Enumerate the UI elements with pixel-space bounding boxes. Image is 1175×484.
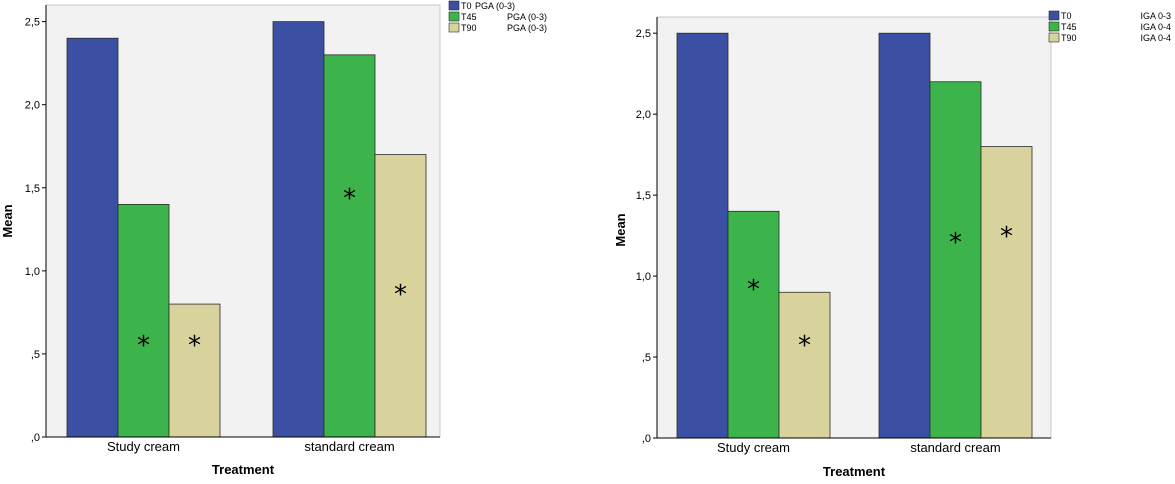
legend-left: T0 PGA (0-3)T45 PGA (0-3)T90 PGA (0-3): [448, 0, 547, 33]
legend-label-t45: T45: [1061, 22, 1077, 32]
significance-marker: *: [949, 228, 962, 258]
bar-t45-standard-cream: [323, 54, 376, 438]
x-category-label: Study cream: [107, 439, 180, 454]
bar-t0-standard-cream: [272, 21, 325, 438]
legend-suffix-t90: PGA (0-3): [507, 23, 547, 33]
y-tick-label: ,0: [642, 433, 651, 445]
x-axis-title-right: Treatment: [823, 464, 886, 479]
legend-label-t0: T0: [1061, 11, 1072, 21]
significance-marker: *: [747, 275, 760, 305]
significance-marker: *: [137, 331, 150, 361]
legend-swatch-t45: [448, 11, 460, 22]
legend-suffix-t0: PGA (0-3): [475, 1, 515, 11]
x-category-label: standard cream: [304, 439, 394, 454]
significance-marker: *: [343, 184, 356, 214]
legend-swatch-t0: [448, 0, 460, 11]
significance-marker: *: [394, 280, 407, 310]
legend-right: T0 IGA 0-3 T45 IGA 0-4 T90 IGA 0-4: [1048, 10, 1171, 43]
bar-t45-study-cream: [117, 203, 170, 438]
bar-t0-study-cream: [676, 32, 729, 439]
y-tick-label: ,5: [31, 349, 40, 361]
legend-swatch-t90: [1048, 32, 1060, 43]
y-tick-label: 1,0: [636, 271, 651, 283]
y-axis-title-right: Mean: [613, 213, 628, 246]
y-tick-label: 2,0: [25, 100, 40, 112]
legend-label-t0: T0: [461, 1, 472, 11]
bar-t90-standard-cream: [980, 146, 1033, 439]
legend-label-t45: T45: [461, 12, 477, 22]
y-tick-label: 2,5: [25, 17, 40, 29]
y-tick-label: ,5: [642, 352, 651, 364]
y-tick-label: 2,0: [636, 109, 651, 121]
significance-marker: *: [798, 331, 811, 361]
chart-right: * * * * ,0 ,5 1,0 1,5 2,0 2,5 Study cream standar…: [613, 10, 1171, 479]
y-tick-label: 2,5: [636, 28, 651, 40]
legend-swatch-t90: [448, 22, 460, 33]
legend-suffix-t45: PGA (0-3): [507, 12, 547, 22]
legend-suffix-t0: IGA 0-3: [1140, 11, 1171, 21]
y-tick-label: 1,5: [25, 183, 40, 195]
x-category-label: Study cream: [717, 440, 790, 455]
bar-t90-standard-cream: [374, 154, 427, 438]
y-tick-label: ,0: [31, 432, 40, 444]
legend-suffix-t45: IGA 0-4: [1140, 22, 1171, 32]
legend-swatch-t0: [1048, 10, 1060, 21]
bar-t90-study-cream: [168, 303, 221, 438]
bar-t45-study-cream: [727, 210, 780, 439]
y-axis-title-left: Mean: [0, 204, 15, 237]
chart-left: * * * * ,0 ,5 1,0 1,5 2,0 2,5 Study cream standar…: [0, 0, 547, 477]
legend-label-t90: T90: [461, 23, 477, 33]
bar-t45-standard-cream: [929, 81, 982, 439]
bar-t0-standard-cream: [878, 32, 931, 439]
bar-t90-study-cream: [778, 291, 831, 439]
legend-swatch-t45: [1048, 21, 1060, 32]
significance-marker: *: [1000, 222, 1013, 252]
x-axis-title-left: Treatment: [212, 462, 275, 477]
bar-t0-study-cream: [66, 37, 119, 438]
x-category-label: standard cream: [910, 440, 1000, 455]
significance-marker: *: [188, 331, 201, 361]
legend-label-t90: T90: [1061, 33, 1077, 43]
legend-suffix-t90: IGA 0-4: [1140, 33, 1171, 43]
y-tick-label: 1,0: [25, 266, 40, 278]
y-tick-label: 1,5: [636, 190, 651, 202]
